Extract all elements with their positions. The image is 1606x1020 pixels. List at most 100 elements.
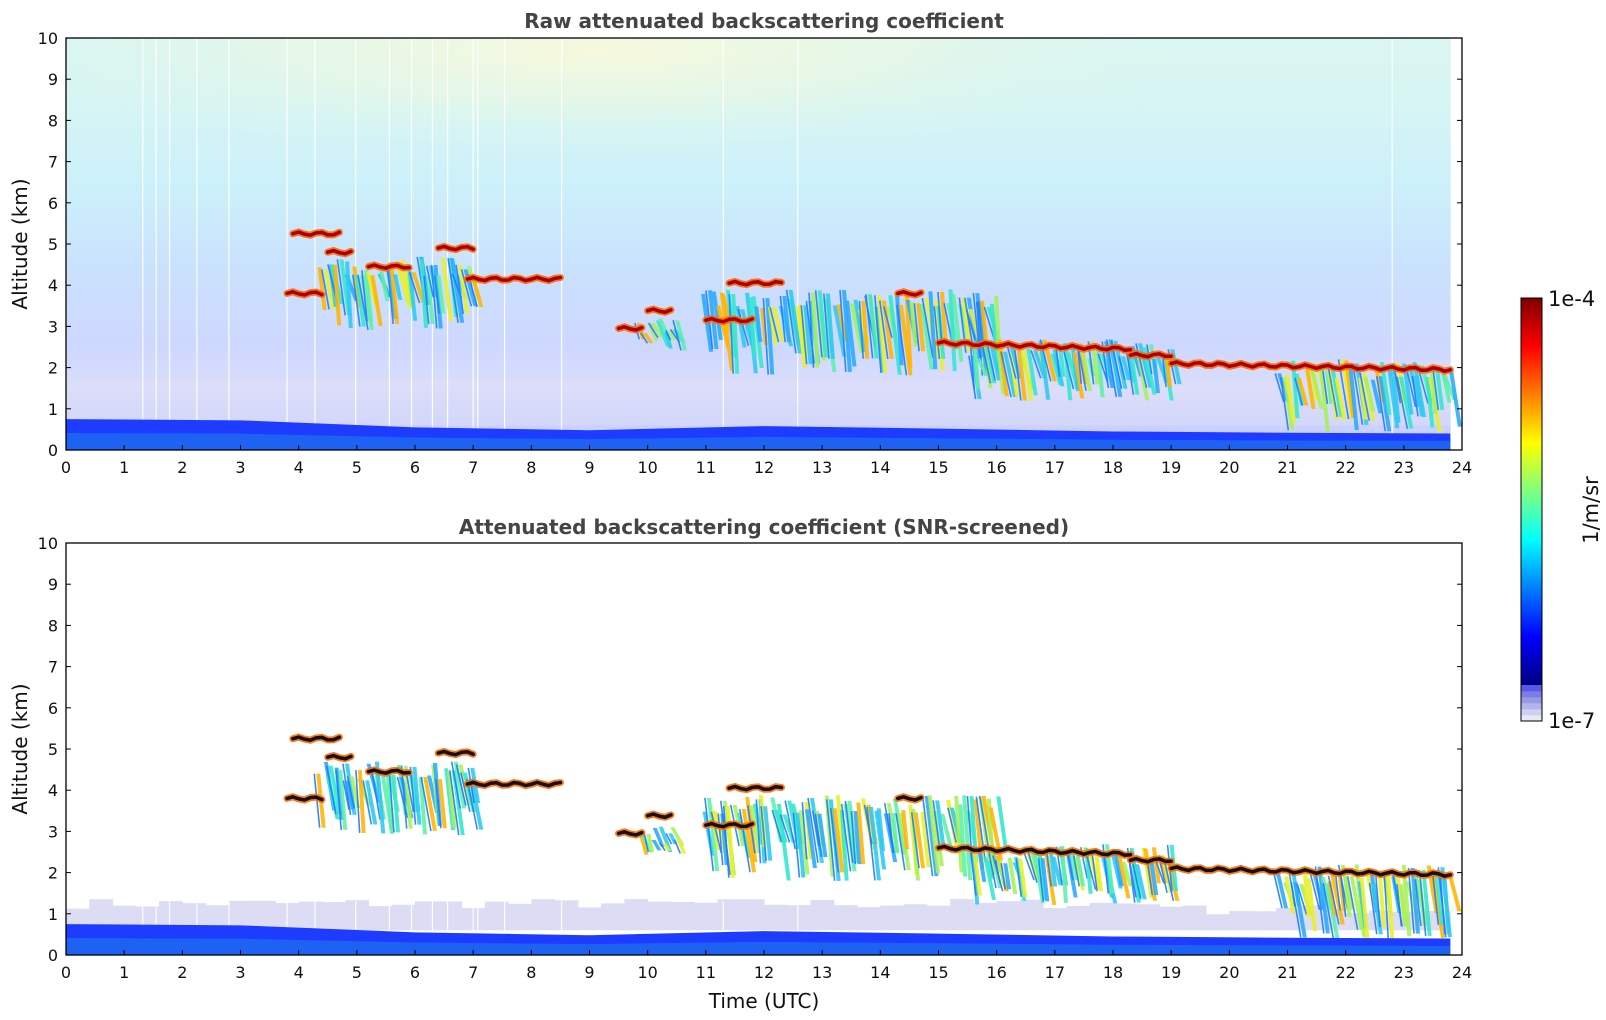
virga-streak (997, 339, 1009, 397)
virga-streak (1117, 856, 1131, 899)
x-tick-label: 23 (1394, 458, 1414, 477)
virga-streak (385, 770, 394, 831)
virga-streak (767, 306, 778, 345)
virga-streak (1294, 373, 1304, 406)
virga-streak (1007, 857, 1018, 895)
y-axis-raw: 0 1 2 3 4 5 6 7 8 9 10 (38, 29, 1462, 460)
virga-streak (1152, 359, 1161, 394)
cloud-layer-marks-raw (283, 228, 1454, 375)
x-tick-label: 16 (986, 963, 1006, 982)
virga-streak (1386, 872, 1395, 939)
x-tick-label: 17 (1045, 963, 1065, 982)
heatmap-screened (66, 543, 1462, 955)
y-tick-label: 9 (48, 70, 58, 89)
virga-streak (662, 842, 672, 851)
virga-streak (374, 761, 386, 834)
virga-streak (1435, 368, 1445, 410)
virga-streak (1291, 360, 1300, 419)
virga-streak (446, 771, 457, 829)
virga-streak (888, 295, 902, 375)
virga-streak (909, 302, 918, 347)
virga-streak (1330, 875, 1345, 925)
virga-streak (868, 806, 881, 881)
virga-streak (1129, 353, 1140, 395)
virga-streak (1016, 349, 1027, 401)
y-tick-label: 8 (48, 616, 58, 635)
virga-streak (876, 808, 886, 851)
virga-streak (450, 258, 465, 323)
virga-streak (1421, 870, 1432, 936)
x-tick-label: 16 (986, 458, 1006, 477)
y-tick-label: 6 (48, 194, 58, 213)
colorbar-max-label: 1e-4 (1548, 287, 1595, 311)
virga-streak (817, 290, 828, 358)
virga-streak (803, 305, 813, 365)
virga-streak (1164, 353, 1173, 387)
virga-streak (972, 848, 982, 896)
virga-streak (1410, 867, 1421, 934)
virga-streak (1003, 863, 1012, 890)
y-tick-label: 4 (48, 276, 58, 295)
virga-streak (407, 271, 418, 321)
y-tick-label: 0 (48, 946, 58, 965)
virga-streak (365, 780, 378, 825)
virga-streak (1135, 864, 1147, 900)
virga-streak (939, 291, 948, 344)
virga-streak (1080, 351, 1093, 391)
virga-streak (891, 813, 900, 853)
y-tick-label: 7 (48, 153, 58, 172)
y-tick-label: 2 (48, 359, 58, 378)
x-tick-label: 14 (870, 458, 890, 477)
virga-streak (1026, 349, 1038, 396)
x-tick-label: 0 (61, 963, 71, 982)
x-tick-label: 22 (1335, 458, 1355, 477)
y-tick-label: 3 (48, 822, 58, 841)
x-tick-label: 22 (1335, 963, 1355, 982)
virga-streak (437, 779, 447, 829)
virga-streak (357, 770, 366, 833)
virga-streak (676, 839, 687, 854)
x-tick-label: 17 (1045, 458, 1065, 477)
virga-streak (451, 770, 465, 836)
virga-streak (731, 293, 740, 374)
x-tick-label: 21 (1277, 458, 1297, 477)
virga-streak (1425, 377, 1435, 428)
virga-streak (1377, 873, 1387, 928)
virga-streak (928, 291, 938, 370)
x-tick-label: 18 (1103, 963, 1123, 982)
virga-streak (317, 267, 327, 311)
virga-streak (1284, 876, 1296, 914)
boundary-layer-raw (66, 419, 1451, 450)
colorbar-min-label: 1e-7 (1548, 709, 1595, 733)
virga-streak (403, 765, 413, 829)
virga-marks-raw (317, 256, 1462, 433)
virga-streak (788, 289, 802, 354)
virga-streak (1363, 376, 1376, 412)
y-tick-label: 3 (48, 317, 58, 336)
y-tick-label: 4 (48, 781, 58, 800)
virga-streak (940, 813, 955, 854)
x-tick-label: 7 (468, 458, 478, 477)
virga-streak (332, 264, 342, 326)
y-tick-label: 0 (48, 441, 58, 460)
virga-streak (1358, 377, 1368, 420)
virga-streak (754, 306, 763, 342)
virga-streak (832, 305, 847, 357)
virga-streak (1399, 376, 1414, 429)
x-tick-label: 12 (754, 963, 774, 982)
x-tick-label: 6 (410, 963, 420, 982)
virga-streak (1414, 376, 1424, 417)
virga-streak (770, 797, 784, 843)
colorbar-gradient (1521, 298, 1542, 722)
virga-streak (795, 306, 808, 368)
virga-streak (1120, 356, 1131, 381)
x-tick-label: 18 (1103, 458, 1123, 477)
x-tick-label: 6 (410, 458, 420, 477)
x-tick-label: 12 (754, 458, 774, 477)
x-tick-label: 7 (468, 963, 478, 982)
virga-streak (363, 270, 374, 322)
virga-streak (1060, 846, 1068, 903)
y-tick-label: 8 (48, 111, 58, 130)
virga-streak (650, 322, 665, 338)
